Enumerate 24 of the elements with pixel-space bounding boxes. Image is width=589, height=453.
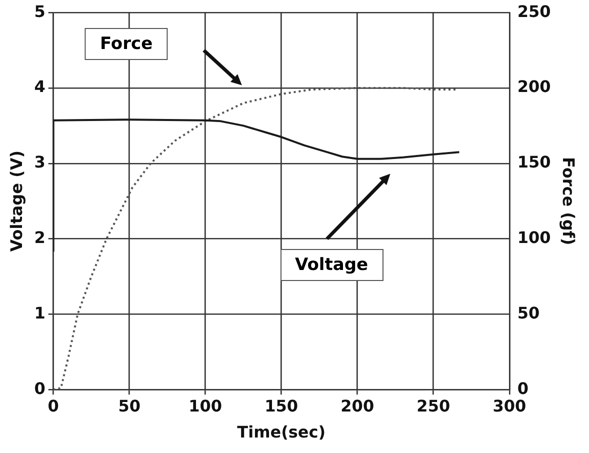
x-axis-title: Time(sec) — [237, 422, 326, 442]
x-tick-label: 150 — [264, 396, 298, 416]
y-tick-label: 2 — [34, 228, 46, 247]
y2-tick-label: 150 — [517, 152, 551, 172]
x-tick-label: 100 — [188, 396, 222, 416]
x-tick-label: 50 — [118, 396, 140, 416]
x-tick-label: 200 — [340, 396, 374, 416]
x-tick-label: 250 — [416, 396, 450, 416]
x-tick-label: 0 — [48, 396, 59, 416]
annotation: Force — [85, 28, 168, 60]
annotation: Voltage — [280, 249, 384, 282]
x-tick-label: 300 — [492, 396, 526, 416]
y-tick-label: 4 — [34, 77, 46, 96]
y2-tick-label: 0 — [517, 378, 529, 398]
y2-tick-label: 100 — [517, 228, 551, 247]
y-axis-title: Voltage (V) — [6, 150, 26, 252]
y2-axis-title: Force (gf) — [559, 157, 578, 246]
y-tick-label: 0 — [34, 378, 46, 398]
y-tick-label: 5 — [34, 2, 46, 21]
y2-tick-label: 50 — [517, 303, 540, 322]
y-tick-label: 3 — [34, 152, 46, 172]
y2-tick-label: 250 — [517, 2, 551, 21]
y-tick-label: 1 — [34, 303, 46, 322]
y2-tick-label: 200 — [517, 77, 551, 96]
